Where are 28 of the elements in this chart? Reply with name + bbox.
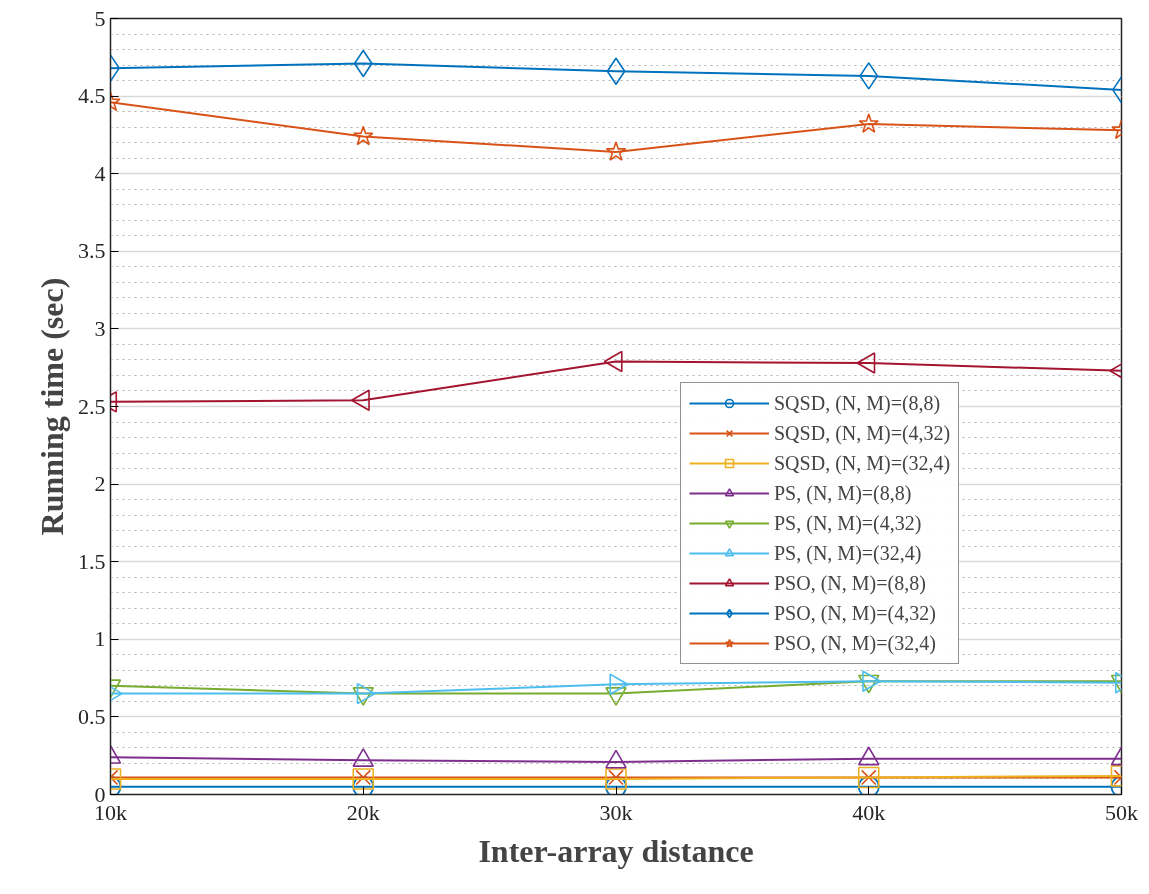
legend-label: PSO, (N, M)=(4,32) xyxy=(774,601,936,625)
y-tick-label: 4.5 xyxy=(78,83,106,109)
y-tick-label: 1.5 xyxy=(78,548,106,574)
y-tick-label: 2 xyxy=(94,471,106,497)
x-tick-label: 40k xyxy=(852,799,886,825)
legend-label: PS, (N, M)=(8,8) xyxy=(774,481,912,505)
y-tick-label: 5 xyxy=(94,5,106,31)
legend-label: SQSD, (N, M)=(4,32) xyxy=(774,421,951,445)
y-tick-label: 0.5 xyxy=(78,703,106,729)
point xyxy=(356,682,376,705)
point xyxy=(856,352,876,374)
legend-label: PS, (N, M)=(32,4) xyxy=(774,541,922,565)
y-tick-label: 3.5 xyxy=(78,238,106,264)
y-tick-label: 2.5 xyxy=(78,393,106,419)
legend-label: PSO, (N, M)=(32,4) xyxy=(774,631,936,655)
y-tick-label: 1 xyxy=(94,626,106,652)
x-axis-title: Inter-array distance xyxy=(478,832,754,869)
legend-label: PS, (N, M)=(4,32) xyxy=(774,511,922,535)
x-tick-label: 50k xyxy=(1105,799,1138,825)
y-tick-label: 3 xyxy=(94,315,106,341)
legend-label: SQSD, (N, M)=(32,4) xyxy=(774,451,951,475)
x-tick-label: 30k xyxy=(599,799,633,825)
point xyxy=(605,141,627,161)
legend-label: PSO, (N, M)=(8,8) xyxy=(774,571,926,595)
y-tick-label: 4 xyxy=(94,160,106,186)
legend-label: SQSD, (N, M)=(8,8) xyxy=(774,391,941,415)
y-axis-title: Running time (sec) xyxy=(34,277,70,536)
x-tick-label: 20k xyxy=(346,799,380,825)
